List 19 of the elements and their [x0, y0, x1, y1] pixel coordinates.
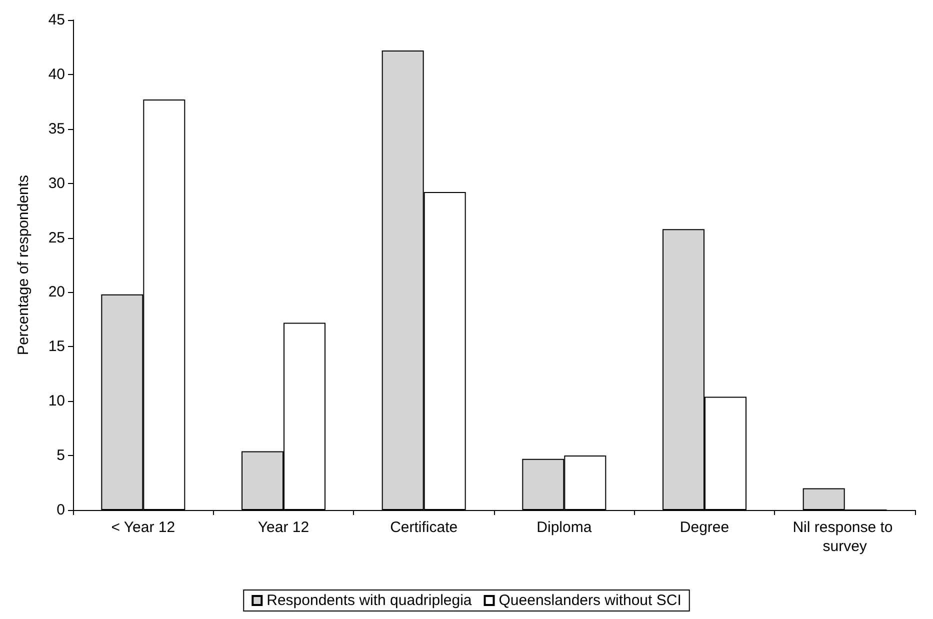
legend-label: Queenslanders without SCI	[498, 592, 682, 609]
y-axis-title: Percentage of respondents	[15, 174, 32, 356]
y-tick-label: 5	[56, 447, 65, 464]
x-tick-label: Nil response to survey	[792, 519, 897, 555]
y-tick-label: 45	[48, 12, 65, 28]
x-tick-label: Year 12	[258, 519, 310, 536]
y-tick-label: 35	[48, 120, 65, 138]
legend-label: Respondents with quadriplegia	[266, 592, 472, 609]
y-tick-label: 20	[48, 284, 65, 301]
y-tick-label: 0	[56, 502, 65, 518]
y-tick-label: 25	[48, 229, 65, 246]
y-tick-label: 10	[48, 392, 65, 410]
y-tick-label: 40	[48, 66, 65, 83]
x-tick-label: Diploma	[536, 519, 592, 536]
x-tick-label: Certificate	[390, 519, 458, 536]
y-tick-label: 30	[48, 174, 65, 192]
y-tick-label: 15	[48, 338, 65, 356]
x-tick-label: < Year 12	[111, 519, 176, 536]
x-tick-label: Degree	[680, 519, 730, 536]
